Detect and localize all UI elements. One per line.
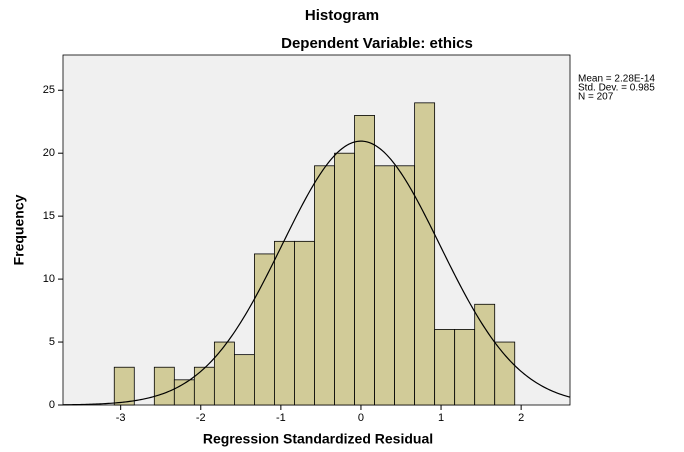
normal-curve: [62, 140, 571, 406]
bar: [234, 354, 255, 406]
y-axis-title: Frequency: [11, 194, 27, 265]
bar: [334, 152, 355, 406]
stat-label: Mean = 2.28E-14: [578, 74, 655, 85]
x-tick-label: -2: [196, 412, 206, 424]
y-tick-label: 0: [49, 399, 55, 411]
chart-title: Histogram: [305, 7, 379, 24]
bar: [414, 102, 436, 406]
x-tick-label: 2: [518, 412, 524, 424]
bar: [314, 165, 335, 406]
bar: [434, 329, 456, 406]
stat-label: N = 207: [578, 92, 614, 103]
x-tick-label: -1: [276, 412, 286, 424]
y-tick-label: 5: [49, 336, 55, 348]
x-axis-title: Regression Standardized Residual: [203, 431, 433, 447]
y-tick-label: 25: [43, 84, 55, 96]
bar: [354, 115, 375, 406]
bar: [454, 329, 476, 406]
bar: [193, 366, 215, 406]
chart-subtitle: Dependent Variable: ethics: [281, 35, 473, 52]
x-tick-label: 0: [358, 412, 364, 424]
bar: [474, 303, 496, 406]
bar: [394, 165, 416, 406]
y-tick-label: 15: [43, 210, 55, 222]
bar: [494, 341, 516, 406]
y-tick-label: 10: [43, 273, 55, 285]
stat-label: Std. Dev. = 0.985: [578, 83, 655, 94]
y-tick-label: 20: [43, 147, 55, 159]
bar: [374, 165, 395, 406]
bar: [213, 341, 235, 406]
x-tick-label: -3: [116, 412, 126, 424]
bar: [153, 366, 175, 406]
bar: [294, 240, 315, 406]
bar: [254, 253, 275, 406]
bar: [113, 366, 135, 406]
x-tick-label: 1: [438, 412, 444, 424]
bar: [274, 240, 295, 406]
